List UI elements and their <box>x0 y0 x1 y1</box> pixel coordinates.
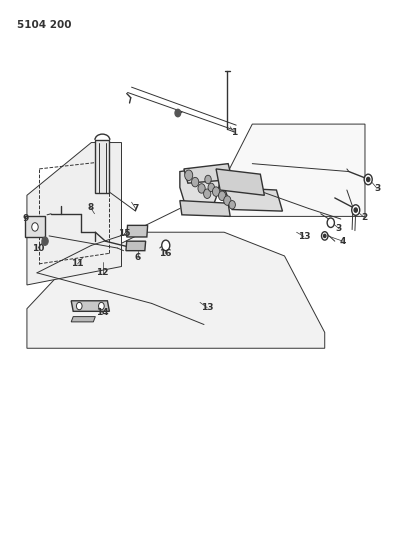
Text: 1: 1 <box>231 127 237 136</box>
Circle shape <box>213 187 220 196</box>
Circle shape <box>366 177 370 182</box>
Polygon shape <box>127 225 148 237</box>
Circle shape <box>327 218 335 228</box>
Text: 11: 11 <box>71 260 84 268</box>
Polygon shape <box>184 164 232 183</box>
Text: 3: 3 <box>336 224 342 233</box>
Polygon shape <box>25 216 45 238</box>
Circle shape <box>224 196 231 205</box>
Circle shape <box>354 208 357 212</box>
Circle shape <box>364 174 372 185</box>
Text: 10: 10 <box>32 244 44 253</box>
Polygon shape <box>95 140 109 192</box>
Circle shape <box>322 232 328 240</box>
Text: 4: 4 <box>339 237 346 246</box>
Text: 13: 13 <box>297 232 310 241</box>
Polygon shape <box>224 124 365 216</box>
Text: 9: 9 <box>23 214 29 223</box>
Circle shape <box>352 205 360 215</box>
Circle shape <box>162 240 170 251</box>
Polygon shape <box>27 232 325 348</box>
Text: 16: 16 <box>159 249 172 258</box>
Text: 3: 3 <box>374 184 380 193</box>
Text: 12: 12 <box>96 268 109 277</box>
Circle shape <box>32 223 38 231</box>
Circle shape <box>324 235 326 238</box>
Circle shape <box>99 302 104 310</box>
Circle shape <box>208 183 215 191</box>
Polygon shape <box>224 188 282 211</box>
Circle shape <box>229 200 235 209</box>
Polygon shape <box>27 142 122 285</box>
Circle shape <box>185 170 193 181</box>
Text: 14: 14 <box>96 309 109 318</box>
Circle shape <box>219 191 226 200</box>
Circle shape <box>198 184 205 193</box>
Circle shape <box>42 237 48 245</box>
Circle shape <box>191 177 199 187</box>
Text: 5104 200: 5104 200 <box>17 20 71 30</box>
Text: 6: 6 <box>135 253 141 262</box>
Polygon shape <box>71 317 95 322</box>
Polygon shape <box>180 166 220 211</box>
Polygon shape <box>71 301 109 311</box>
Text: 8: 8 <box>87 203 93 212</box>
Circle shape <box>205 175 211 184</box>
Polygon shape <box>180 200 230 216</box>
Text: 15: 15 <box>118 229 131 238</box>
Polygon shape <box>216 169 264 195</box>
Circle shape <box>175 109 181 117</box>
Text: 2: 2 <box>361 213 367 222</box>
Text: 13: 13 <box>201 303 213 312</box>
Polygon shape <box>126 241 146 251</box>
Circle shape <box>76 302 82 310</box>
Circle shape <box>204 189 211 198</box>
Text: 7: 7 <box>133 204 139 213</box>
